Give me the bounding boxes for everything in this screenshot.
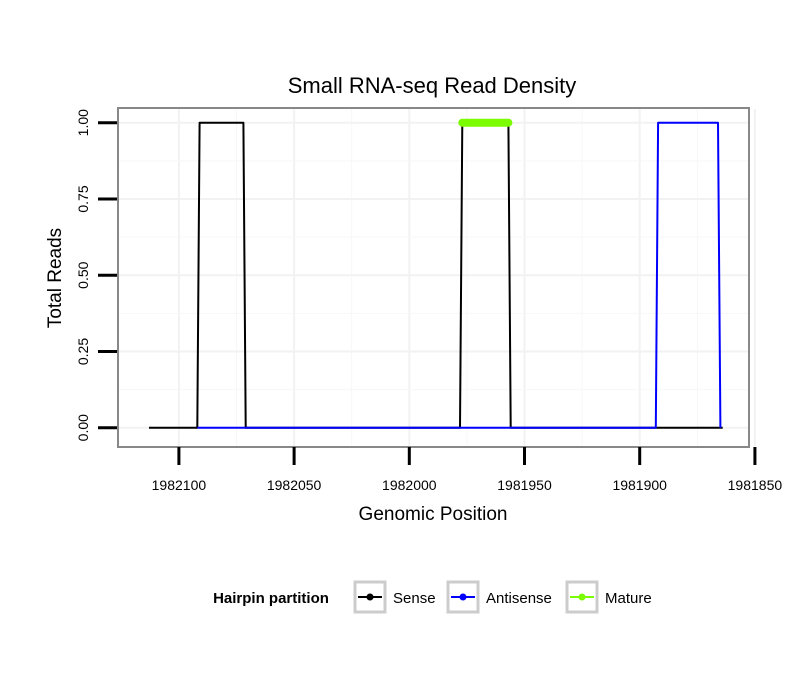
y-tick-label: 0.50 [75,261,91,288]
x-tick-label: 1982000 [382,477,437,493]
y-axis-label: Total Reads [45,228,66,328]
x-tick-label: 1981850 [728,477,783,493]
x-tick-label: 1982050 [267,477,322,493]
y-tick-label: 0.00 [75,414,91,441]
x-axis: 1982100 1982050 1982000 1981950 1981900 19818… [152,447,783,493]
legend-item-mature: Mature [565,580,652,614]
y-tick-label: 0.25 [75,338,91,365]
y-axis: 0.00 0.25 0.50 0.75 1.00 [75,109,117,441]
legend: Hairpin partition Sense Antisense Mature [213,580,652,614]
x-tick-label: 1982100 [152,477,207,493]
plot-panel [117,107,750,448]
legend-key-point [366,593,374,601]
x-tick-label: 1981900 [612,477,667,493]
legend-label: Sense [393,590,436,607]
chart-title: Small RNA-seq Read Density [288,73,577,98]
y-tick-label: 1.00 [75,109,91,136]
x-axis-label: Genomic Position [359,504,508,525]
legend-key-point [459,593,467,601]
legend-label: Mature [605,590,652,607]
x-tick-label: 1981950 [497,477,552,493]
series-antisense [197,121,722,429]
legend-title: Hairpin partition [213,590,329,607]
legend-key-point [578,593,586,601]
legend-label: Antisense [486,590,552,607]
y-tick-label: 0.75 [75,185,91,212]
series-lines [149,118,723,429]
legend-item-antisense: Antisense [446,580,552,614]
legend-item-sense: Sense [353,580,436,614]
